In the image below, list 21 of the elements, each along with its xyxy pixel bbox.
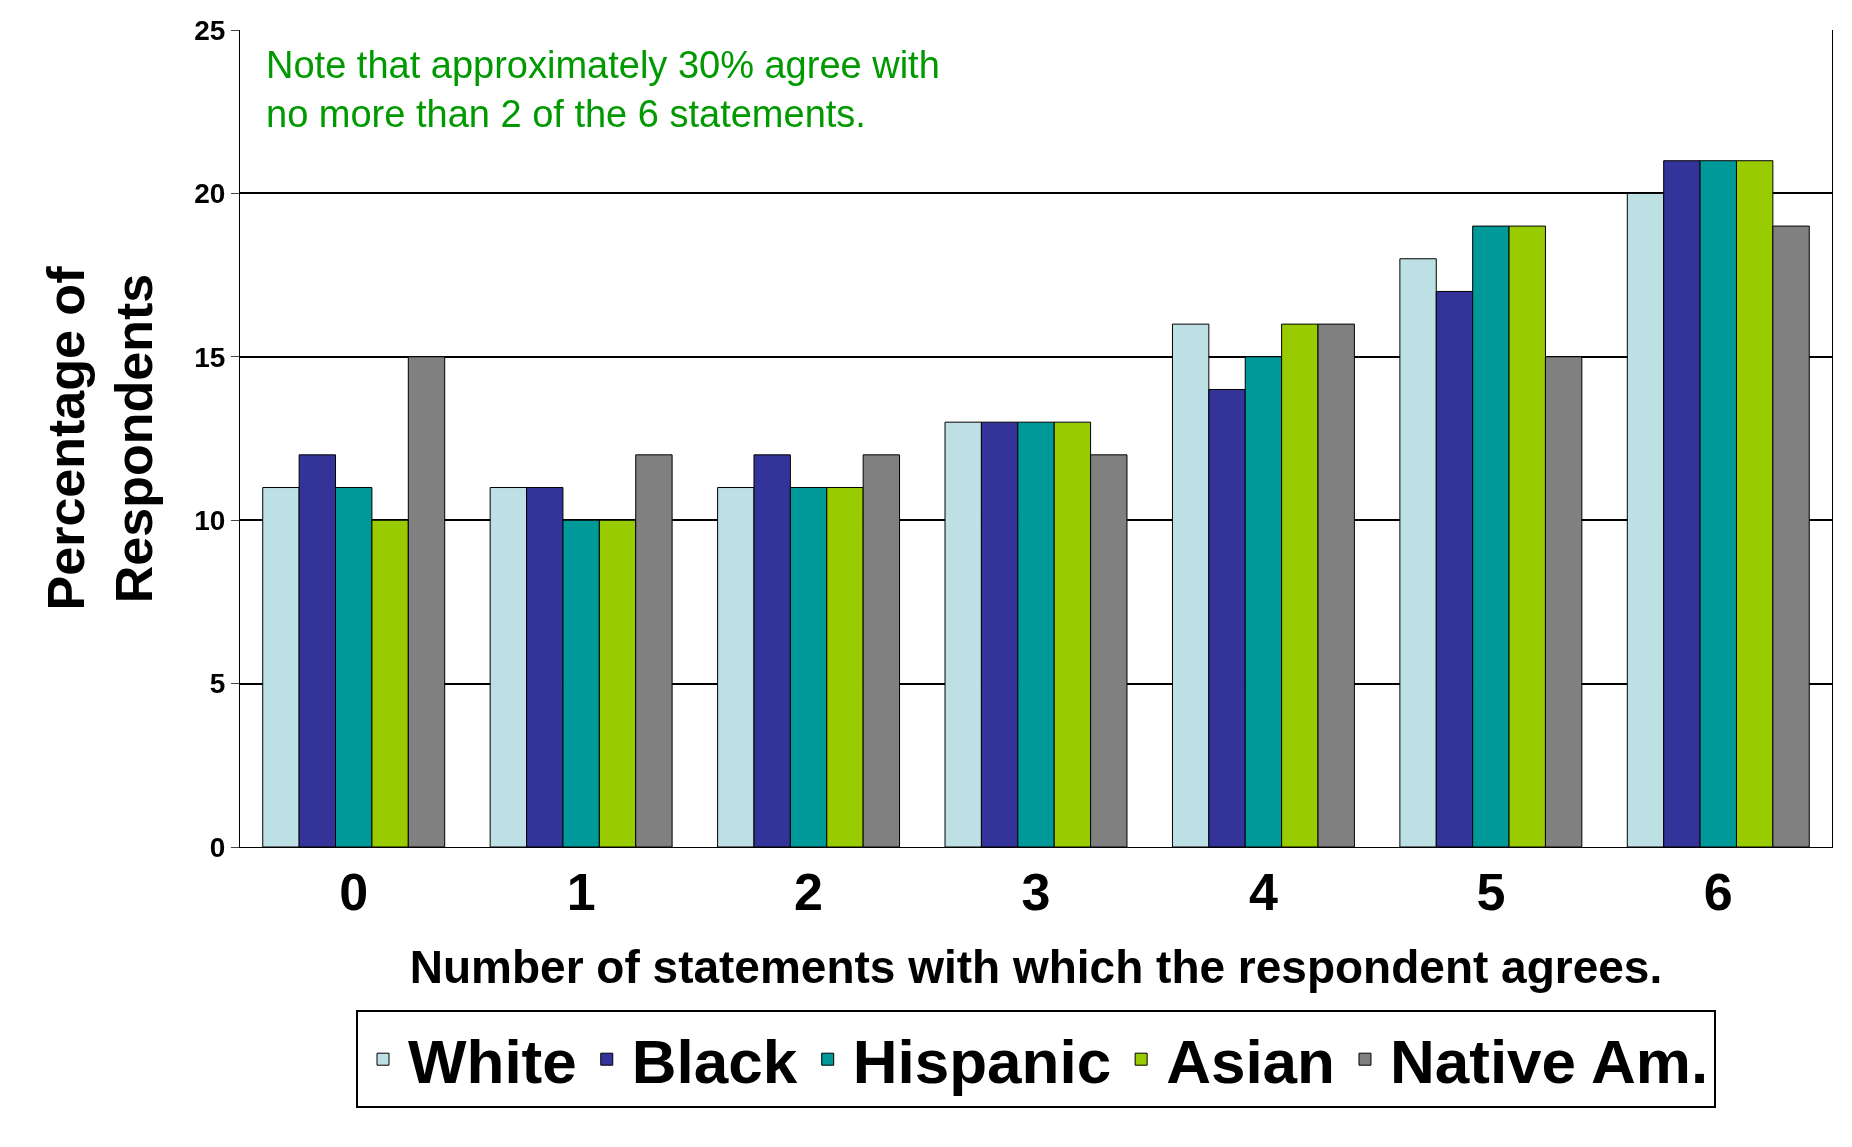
annotation: Note that approximately 30% agree with no more than 2 of the 6 statements. — [266, 44, 940, 136]
legend-label: Black — [631, 1027, 798, 1097]
x-tick-label: 4 — [1248, 863, 1278, 922]
x-tick-label: 1 — [566, 863, 596, 922]
y-tick-label: 25 — [194, 14, 226, 46]
x-tick-label: 6 — [1703, 863, 1733, 922]
y-tick-label: 0 — [209, 831, 226, 863]
x-tick-label: 2 — [794, 863, 824, 922]
y-axis-title: Percentage of Respondents — [36, 265, 163, 611]
legend-label: Native Am. — [1389, 1027, 1709, 1097]
legend-label: Hispanic — [852, 1027, 1112, 1097]
y-tick-label: 10 — [194, 505, 226, 536]
x-tick-label: 3 — [1021, 863, 1051, 922]
legend-label: Asian — [1166, 1027, 1335, 1097]
x-tick-label: 0 — [339, 863, 369, 922]
y-tick-label: 5 — [209, 668, 226, 700]
x-tick-label: 5 — [1476, 863, 1506, 922]
legend-label: White — [408, 1027, 577, 1097]
x-axis-title: Number of statements with which the respondent agrees. — [409, 941, 1663, 994]
y-tick-label: 15 — [194, 341, 226, 373]
y-tick-label: 20 — [194, 178, 226, 210]
